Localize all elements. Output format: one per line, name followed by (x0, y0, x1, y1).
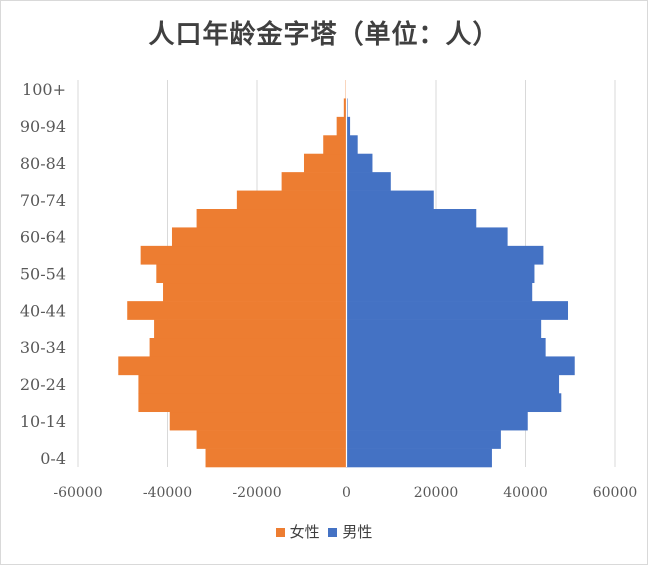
female-bar (149, 338, 347, 357)
female-bar (127, 301, 347, 320)
legend-swatch-female (275, 528, 285, 537)
y-tick-label: 60-64 (20, 228, 66, 247)
x-tick-label: 20000 (414, 485, 459, 501)
female-bar (343, 98, 347, 118)
male-bar (346, 245, 544, 265)
male-bar (346, 374, 560, 394)
female-bar (196, 430, 347, 449)
male-bar (346, 301, 569, 320)
y-tick-label: 10-14 (20, 412, 66, 431)
male-bar (346, 411, 528, 431)
male-bar (346, 209, 477, 228)
male-bar (346, 153, 373, 173)
y-tick-label: 100+ (22, 80, 66, 99)
y-tick-label: 50-54 (20, 265, 66, 284)
female-bar (138, 393, 347, 413)
legend-label-female: 女性 (289, 523, 320, 541)
y-tick-label: 0-4 (40, 449, 66, 468)
y-tick-label: 80-84 (20, 154, 66, 173)
female-bar (138, 374, 347, 394)
y-tick-label: 20-24 (20, 375, 66, 394)
legend-swatch-male (328, 528, 338, 537)
male-bar (346, 338, 546, 357)
y-tick-labels: 0-4 10-14 20-24 30-34 40-44 50-54 60-64 70-74 80… (20, 80, 66, 468)
male-bar (346, 448, 492, 468)
female-bar (163, 282, 347, 302)
x-tick-labels: -60000 -40000 -20000 0 20000 40000 60000 (53, 485, 637, 501)
legend-item-female: 女性 (275, 521, 320, 542)
female-bar (196, 209, 347, 228)
female-bar (303, 153, 347, 173)
chart-title: 人口年龄金字塔（单位：人） (148, 20, 500, 50)
x-tick-label: -60000 (53, 485, 102, 501)
x-tick-label: -40000 (143, 485, 192, 501)
female-bar (169, 411, 347, 431)
legend: 女性 男性 (0, 521, 648, 542)
male-bar (346, 430, 501, 449)
male-bar (346, 356, 575, 376)
x-tick-label: -20000 (232, 485, 281, 501)
y-tick-label: 30-34 (20, 338, 66, 357)
legend-label-male: 男性 (342, 523, 373, 541)
female-bar (140, 245, 347, 265)
female-bar (156, 264, 347, 284)
female-bar (205, 448, 347, 468)
male-bar (346, 227, 508, 247)
female-bar (236, 190, 347, 210)
male-bar (346, 393, 562, 413)
y-tick-label: 70-74 (20, 191, 66, 210)
male-bar (346, 264, 535, 284)
female-bar (154, 319, 347, 339)
y-tick-label: 40-44 (20, 301, 66, 320)
female-bar (323, 135, 347, 155)
male-bar (346, 319, 542, 339)
male-bar (346, 190, 434, 210)
y-tick-label: 90-94 (20, 117, 66, 136)
bars (118, 80, 575, 468)
male-bar (346, 116, 351, 136)
male-bar (346, 282, 533, 302)
female-bar (118, 356, 347, 376)
female-bar (336, 116, 347, 136)
legend-item-male: 男性 (328, 521, 372, 542)
x-tick-label: 60000 (593, 485, 638, 501)
female-bar (171, 227, 347, 247)
female-bar (281, 172, 347, 191)
male-bar (346, 135, 358, 155)
x-tick-label: 0 (342, 485, 351, 501)
male-bar (346, 172, 391, 191)
x-tick-label: 40000 (503, 485, 548, 501)
